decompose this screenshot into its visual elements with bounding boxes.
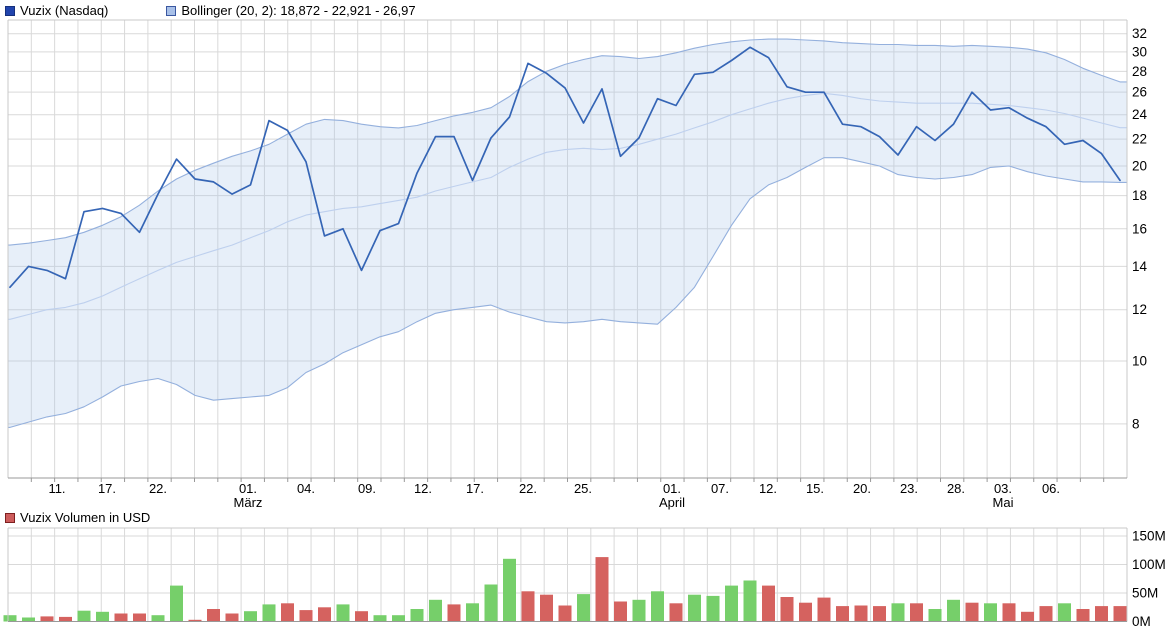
svg-text:25.: 25. (574, 481, 592, 496)
volume-series-label: Vuzix Volumen in USD (20, 510, 151, 525)
svg-text:März: März (234, 495, 263, 510)
bollinger-label: Bollinger (20, 2): 18,872 - 22,921 - 26,… (181, 3, 416, 18)
svg-text:22.: 22. (519, 481, 537, 496)
price-series-swatch-icon (5, 5, 15, 16)
bollinger-legend-item: Bollinger (20, 2): 18,872 - 22,921 - 26,… (166, 3, 416, 18)
svg-text:100M: 100M (1132, 557, 1166, 572)
svg-text:150M: 150M (1132, 529, 1166, 544)
svg-text:24: 24 (1132, 107, 1148, 122)
svg-text:14: 14 (1132, 259, 1148, 274)
svg-text:April: April (659, 495, 685, 510)
price-series-label: Vuzix (Nasdaq) (20, 3, 109, 18)
svg-text:01.: 01. (663, 481, 681, 496)
svg-text:50M: 50M (1132, 586, 1158, 601)
svg-text:0M: 0M (1132, 614, 1151, 629)
svg-text:20: 20 (1132, 159, 1147, 174)
svg-text:03.: 03. (994, 481, 1012, 496)
svg-text:22: 22 (1132, 132, 1147, 147)
svg-text:30: 30 (1132, 44, 1147, 59)
svg-text:26: 26 (1132, 85, 1147, 100)
svg-text:17.: 17. (98, 481, 116, 496)
svg-text:09.: 09. (358, 481, 376, 496)
svg-text:16: 16 (1132, 221, 1147, 236)
price-legend-item: Vuzix (Nasdaq) (5, 3, 108, 18)
svg-text:12: 12 (1132, 302, 1147, 317)
svg-text:07.: 07. (711, 481, 729, 496)
svg-text:28.: 28. (947, 481, 965, 496)
svg-text:04.: 04. (297, 481, 315, 496)
svg-text:06.: 06. (1042, 481, 1060, 496)
svg-text:18: 18 (1132, 188, 1147, 203)
svg-text:17.: 17. (466, 481, 484, 496)
svg-text:12.: 12. (414, 481, 432, 496)
volume-swatch-icon (5, 512, 15, 523)
bollinger-swatch-icon (166, 5, 177, 16)
svg-text:11.: 11. (48, 481, 65, 496)
svg-text:28: 28 (1132, 64, 1147, 79)
svg-text:23.: 23. (900, 481, 918, 496)
svg-text:Mai: Mai (993, 495, 1014, 510)
svg-text:15.: 15. (806, 481, 824, 496)
svg-text:8: 8 (1132, 416, 1140, 431)
svg-text:12.: 12. (759, 481, 777, 496)
svg-text:10: 10 (1132, 354, 1147, 369)
price-legend: Vuzix (Nasdaq) Bollinger (20, 2): 18,872… (5, 3, 416, 18)
volume-legend-item: Vuzix Volumen in USD (5, 510, 150, 525)
svg-text:22.: 22. (149, 481, 167, 496)
volume-legend: Vuzix Volumen in USD (5, 510, 150, 525)
svg-text:32: 32 (1132, 26, 1147, 41)
svg-text:20.: 20. (853, 481, 871, 496)
svg-text:01.: 01. (239, 481, 257, 496)
